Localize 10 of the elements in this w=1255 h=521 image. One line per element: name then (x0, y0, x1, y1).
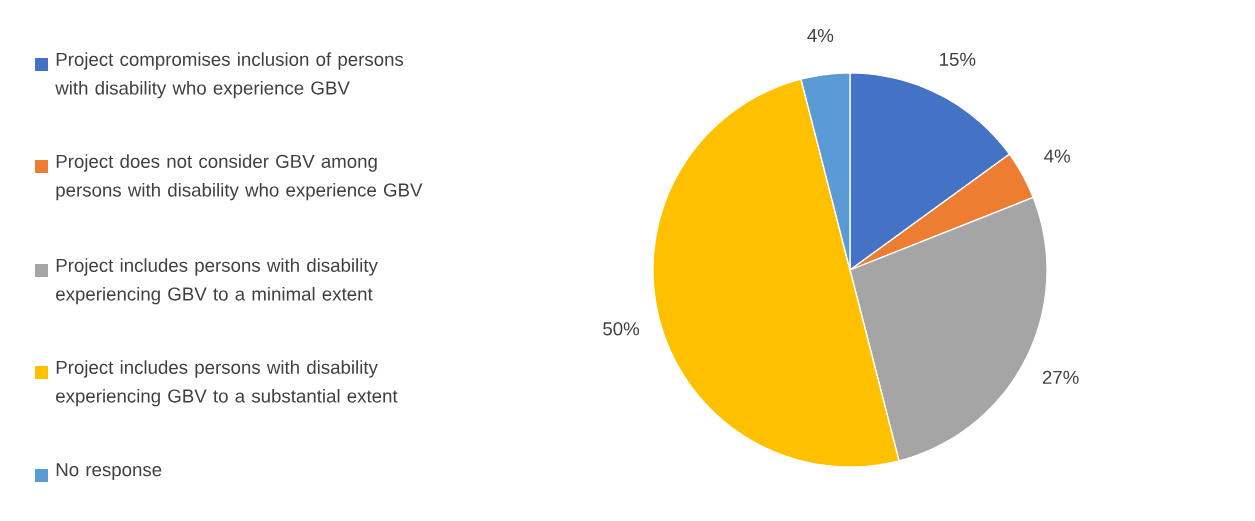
data-label: 50% (603, 322, 640, 336)
legend-label: Project includes persons with disability experiencing GBV to a substantial extent (56, 360, 398, 407)
legend-label: Project does not consider GBV among persons with disability who experience GBV (56, 154, 423, 201)
data-label: 15% (940, 52, 976, 66)
data-label: 4% (807, 28, 834, 42)
legend-label: Project compromises inclusion of persons with disability who experience GBV (55, 52, 404, 99)
legend-label: Project includes persons with disability experiencing GBV to a minimal extent (56, 258, 378, 305)
data-label: 4% (1044, 149, 1070, 163)
data-label: 27% (1042, 370, 1079, 384)
legend-label: No response (56, 463, 162, 480)
